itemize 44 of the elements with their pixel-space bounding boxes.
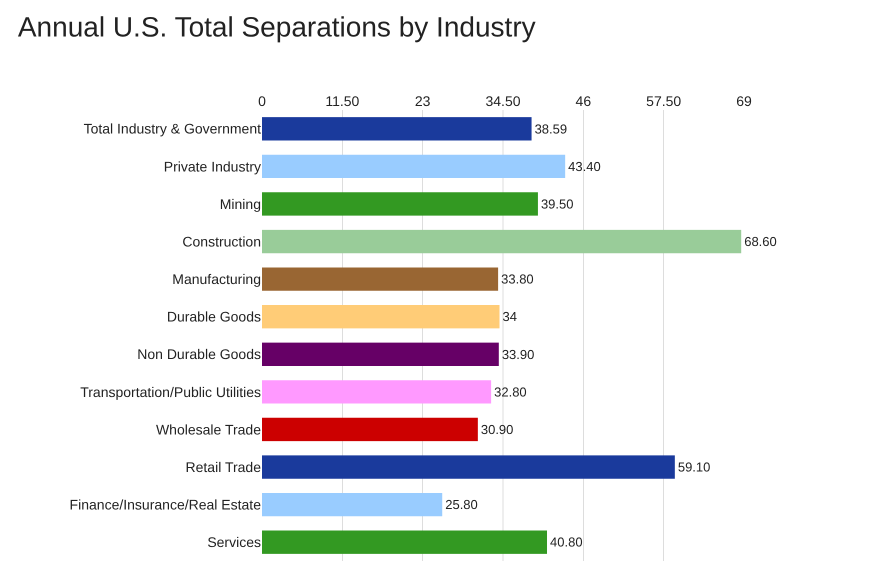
bar <box>262 267 498 291</box>
y-tick-label: Non Durable Goods <box>137 346 261 362</box>
bar <box>262 192 538 216</box>
y-tick-label: Mining <box>220 196 261 212</box>
bar <box>262 230 742 254</box>
data-label: 68.60 <box>744 234 777 250</box>
bar <box>262 154 566 178</box>
y-tick-label: Services <box>207 534 261 550</box>
bar <box>262 342 499 366</box>
x-tick-label: 57.50 <box>646 93 682 110</box>
bar <box>262 418 478 442</box>
data-label: 40.80 <box>550 534 583 550</box>
bar <box>262 455 675 479</box>
bar <box>262 380 492 404</box>
bar <box>262 305 500 328</box>
y-tick-label: Private Industry <box>164 158 261 174</box>
data-label: 38.59 <box>534 121 568 136</box>
y-tick-label: Manufacturing <box>172 271 261 288</box>
chart-title: Annual U.S. Total Separations by Industry <box>18 12 536 43</box>
bar <box>262 117 532 140</box>
y-tick-label: Transportation/Public Utilities <box>80 384 261 400</box>
x-tick-label: 11.50 <box>325 93 360 110</box>
y-tick-label: Total Industry & Government <box>84 120 262 137</box>
y-tick-label: Construction <box>182 233 261 250</box>
data-label: 33.90 <box>502 346 534 362</box>
x-tick-label: 46 <box>576 93 592 110</box>
data-label: 25.80 <box>445 497 478 512</box>
data-label: 30.90 <box>480 422 514 437</box>
data-label: 43.40 <box>568 158 601 174</box>
x-tick-label: 34.50 <box>485 93 521 110</box>
bar <box>262 530 548 554</box>
data-label: 39.50 <box>540 196 574 212</box>
y-tick-label: Wholesale Trade <box>156 421 262 438</box>
y-tick-label: Retail Trade <box>186 458 262 475</box>
x-tick-label: 23 <box>414 93 431 110</box>
y-tick-label: Durable Goods <box>166 308 261 325</box>
data-label: 34 <box>502 309 517 324</box>
y-tick-label: Finance/Insurance/Real Estate <box>70 496 262 513</box>
bar <box>262 492 442 516</box>
data-label: 33.80 <box>501 272 534 287</box>
data-label: 32.80 <box>494 384 527 400</box>
data-label: 59.10 <box>678 460 710 475</box>
x-tick-label: 69 <box>736 93 752 110</box>
x-tick-label: 0 <box>258 93 266 110</box>
